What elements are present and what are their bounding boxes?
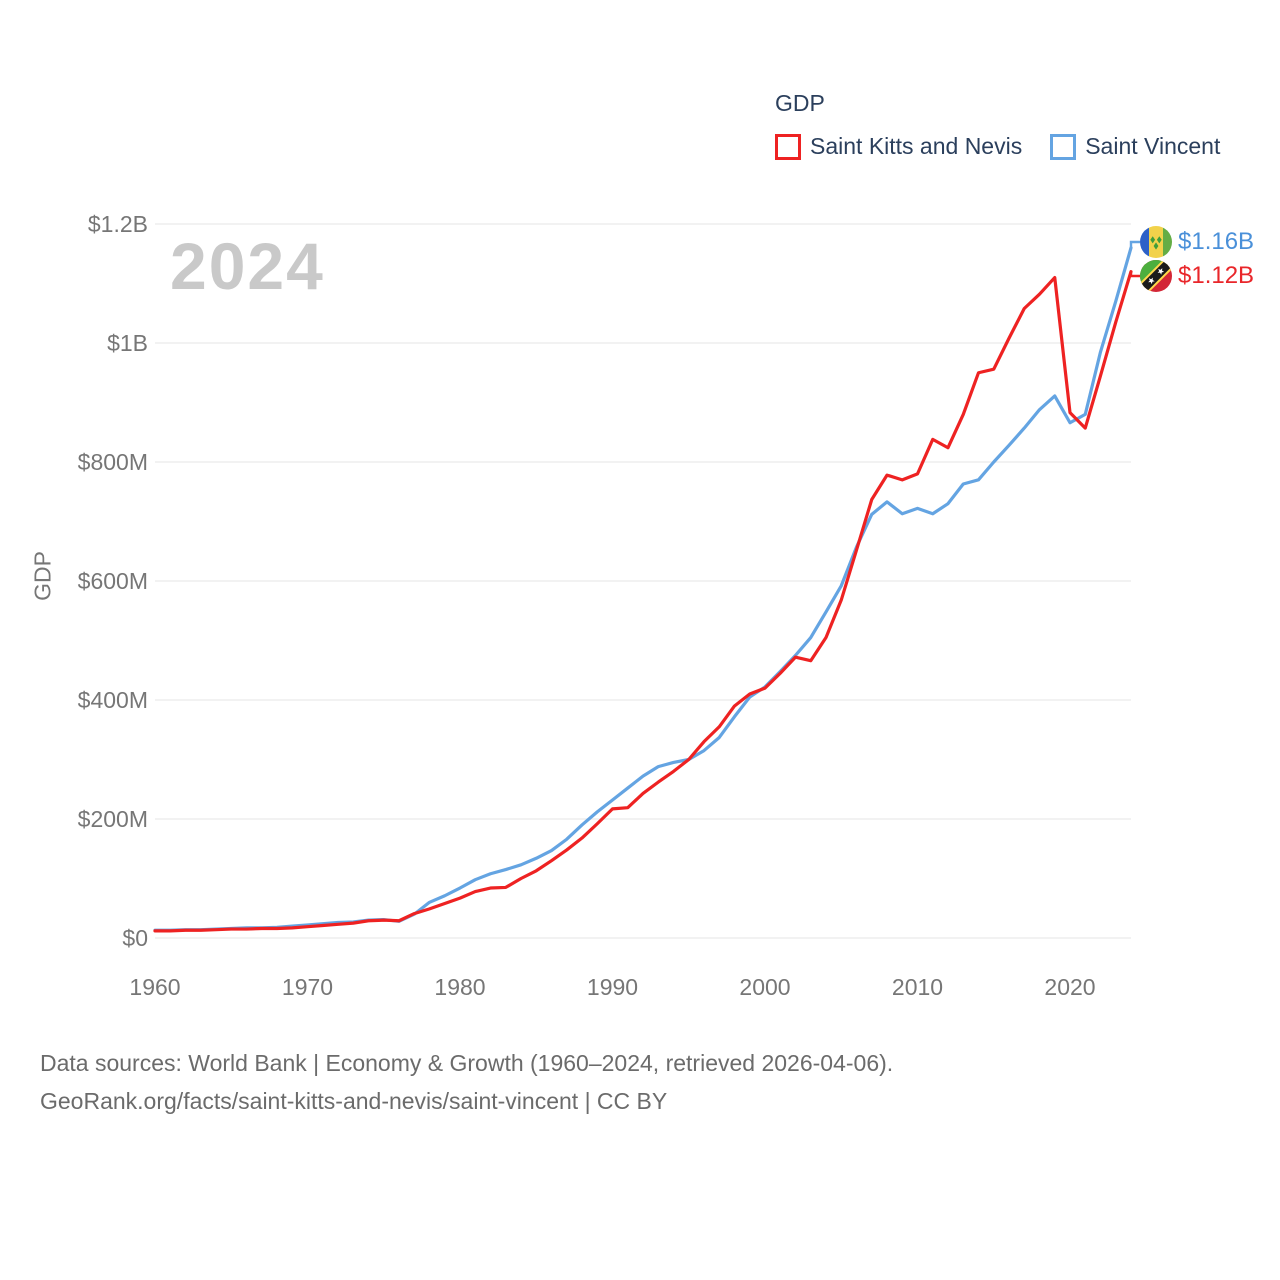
y-tick-label: $0 (122, 925, 148, 951)
series-line-saint-kitts-and-nevis[interactable] (153, 270, 1133, 933)
y-tick-label: $200M (77, 806, 148, 832)
saint-vincent-end-value-label: $1.16B (1178, 228, 1255, 255)
saint-kitts-series-swatch-icon (775, 133, 801, 160)
footer-attribution-line: GeoRank.org/facts/saint-kitts-and-nevis/… (40, 1088, 668, 1114)
x-tick-label: 1970 (281, 974, 334, 1000)
y-tick-label: $1.2B (87, 211, 148, 237)
footer-sources-line: Data sources: World Bank | Economy & Gro… (40, 1050, 894, 1076)
legend-item-saint-vincent[interactable]: Saint Vincent (1050, 133, 1220, 160)
legend-item-label: Saint Kitts and Nevis (810, 133, 1023, 159)
y-tick-label: $400M (77, 687, 148, 713)
end-connector-saint-kitts-and-nevis (1129, 271, 1140, 278)
chart-legend: GDP Saint Kitts and Nevis Saint Vincent (775, 90, 1220, 160)
data-source-footer: Data sources: World Bank | Economy & Gro… (40, 1044, 893, 1120)
legend-item-label: Saint Vincent (1085, 133, 1221, 159)
y-tick-label: $600M (77, 568, 148, 594)
saint-vincent-flag-icon (1140, 226, 1172, 258)
legend-row: Saint Kitts and Nevis Saint Vincent (775, 133, 1220, 160)
x-tick-label: 2020 (1044, 974, 1096, 1000)
legend-item-saint-kitts-and-nevis[interactable]: Saint Kitts and Nevis (775, 133, 1022, 160)
gdp-line-chart[interactable] (0, 0, 1280, 1020)
year-watermark: 2024 (170, 229, 325, 303)
x-tick-label: 1960 (129, 974, 181, 1000)
saint-kitts-end-value-label: $1.12B (1178, 262, 1255, 289)
y-tick-label: $1B (107, 330, 148, 356)
series-line-saint-vincent[interactable] (153, 246, 1133, 932)
x-tick-label: 1980 (434, 974, 486, 1000)
end-connector-saint-vincent (1129, 240, 1140, 248)
saint-kitts-and-nevis-flag-icon (1140, 260, 1172, 292)
y-tick-label: $800M (77, 449, 148, 475)
x-tick-label: 2010 (891, 974, 944, 1000)
saint-vincent-series-swatch-icon (1050, 133, 1077, 160)
legend-title: GDP (775, 90, 825, 116)
x-tick-label: 2000 (739, 974, 791, 1000)
x-tick-label: 1990 (586, 974, 639, 1000)
y-axis-title: GDP (29, 551, 56, 601)
